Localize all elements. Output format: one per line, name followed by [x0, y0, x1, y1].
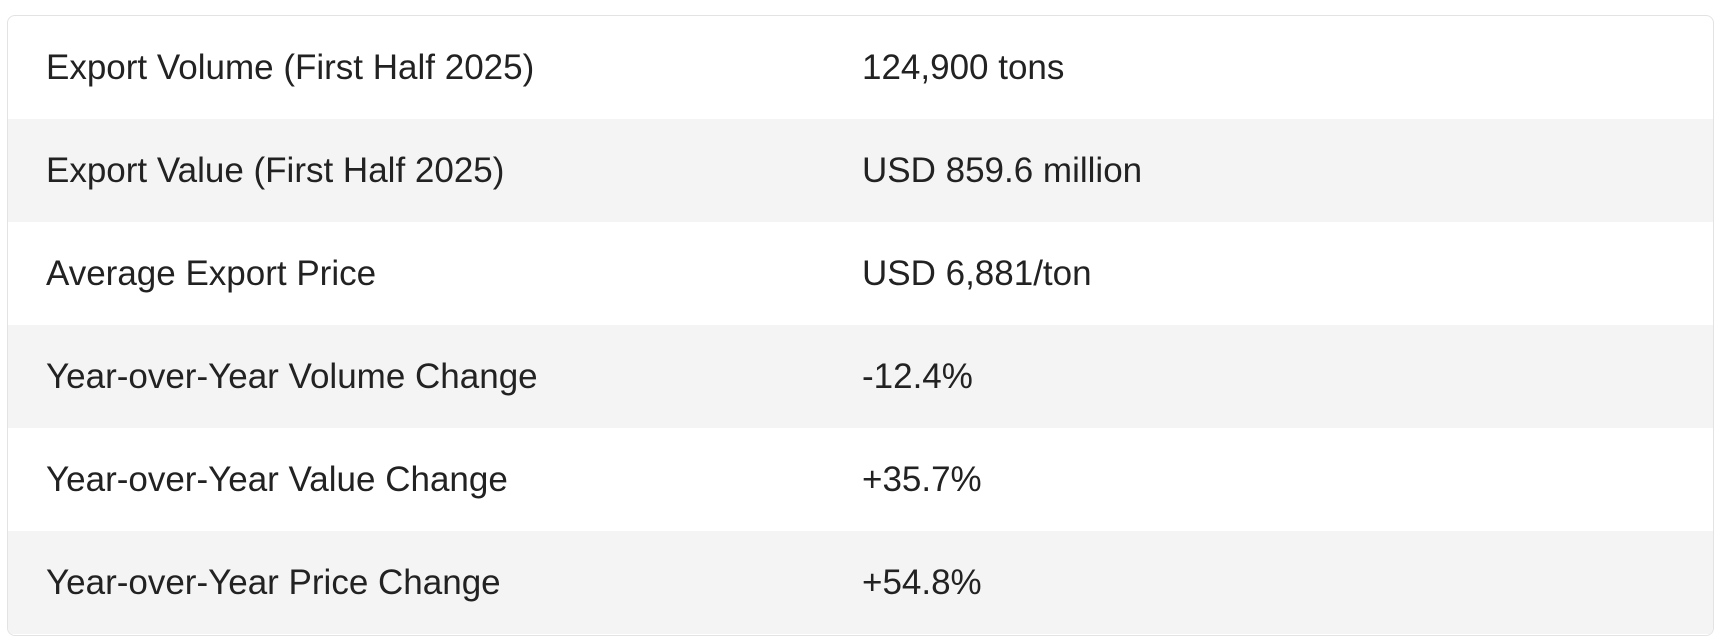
row-label: Year-over-Year Volume Change: [46, 357, 538, 396]
row-value: 124,900 tons: [862, 48, 1065, 87]
row-value: USD 859.6 million: [862, 151, 1143, 190]
table-row: Year-over-Year Volume Change -12.4%: [8, 325, 1713, 428]
table-row: Year-over-Year Value Change +35.7%: [8, 428, 1713, 531]
row-label: Average Export Price: [46, 254, 377, 293]
row-label: Export Value (First Half 2025): [46, 151, 505, 190]
row-label: Year-over-Year Value Change: [46, 460, 508, 499]
table-row: Year-over-Year Price Change +54.8%: [8, 531, 1713, 634]
export-stats-table: Export Volume (First Half 2025) 124,900 …: [7, 15, 1714, 636]
row-value: +35.7%: [862, 460, 982, 499]
row-value: +54.8%: [862, 563, 982, 602]
row-label: Export Volume (First Half 2025): [46, 48, 535, 87]
table-row: Average Export Price USD 6,881/ton: [8, 222, 1713, 325]
table-row: Export Volume (First Half 2025) 124,900 …: [8, 16, 1713, 119]
table-row: Export Value (First Half 2025) USD 859.6…: [8, 119, 1713, 222]
row-value: USD 6,881/ton: [862, 254, 1092, 293]
row-value: -12.4%: [862, 357, 973, 396]
row-label: Year-over-Year Price Change: [46, 563, 501, 602]
